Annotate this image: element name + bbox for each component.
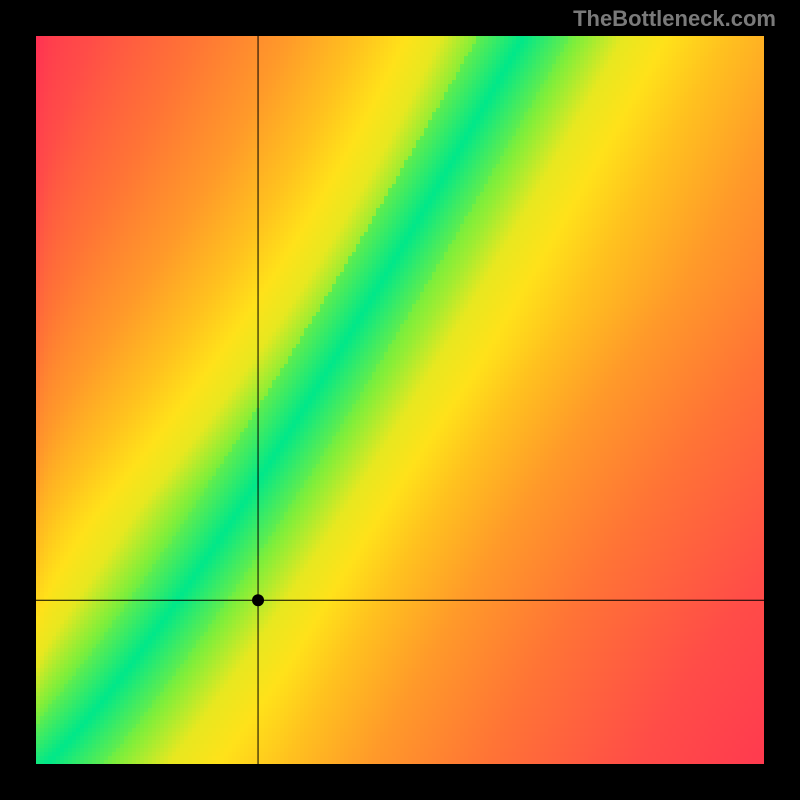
bottleneck-heatmap bbox=[36, 36, 764, 764]
watermark-text: TheBottleneck.com bbox=[573, 6, 776, 32]
heatmap-canvas bbox=[36, 36, 764, 764]
